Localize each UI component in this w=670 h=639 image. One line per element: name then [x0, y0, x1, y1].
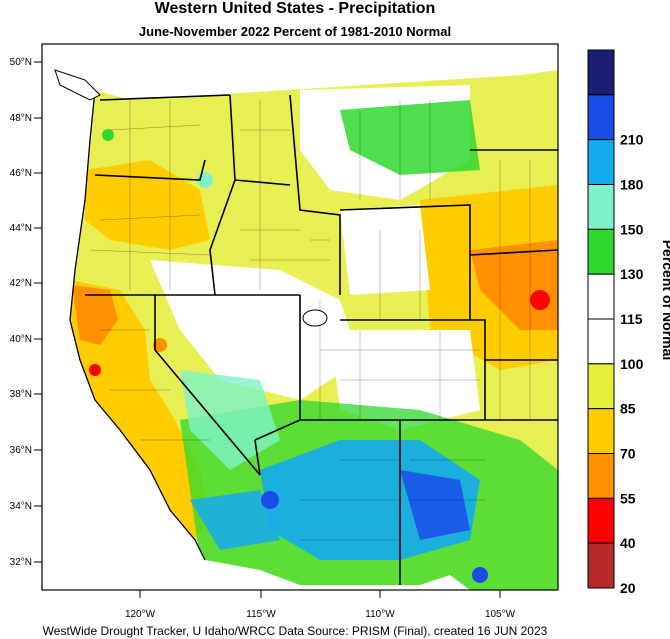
- colorbar-tick-label: 180: [620, 177, 644, 193]
- lat-tick-label: 50°N: [10, 57, 32, 68]
- colorbar-tick-label: 130: [620, 266, 644, 282]
- lat-tick: 38°N: [10, 389, 42, 400]
- lon-tick: 120°W: [125, 590, 156, 620]
- colorbar-bin: [587, 408, 615, 454]
- lat-tick-label: 38°N: [10, 389, 32, 400]
- lat-tick-label: 40°N: [10, 334, 32, 345]
- colorbar-tick-label: 40: [620, 535, 636, 551]
- map-title: Western United States - Precipitation: [154, 0, 436, 17]
- colorbar-tick-label: 150: [620, 221, 644, 237]
- lat-tick: 40°N: [10, 334, 42, 345]
- lat-tick: 44°N: [10, 223, 42, 234]
- colorbar-tick-label: 20: [620, 580, 636, 596]
- lat-tick: 32°N: [10, 557, 42, 568]
- credit-line: WestWide Drought Tracker, U Idaho/WRCC D…: [42, 624, 548, 638]
- very-wet-zone-newmexico: [400, 470, 470, 540]
- county-boundaries: [89, 100, 531, 541]
- state-boundaries: [85, 94, 558, 585]
- lat-tick: 48°N: [10, 113, 42, 124]
- lon-tick-label: 110°W: [365, 609, 395, 620]
- wet-zone-montana: [340, 100, 480, 175]
- lat-tick: 34°N: [10, 501, 42, 512]
- colorbar-bin: [587, 184, 615, 230]
- coastline: [69, 89, 206, 561]
- colorbar-bin: [587, 139, 615, 186]
- map-frame: [41, 43, 559, 591]
- colorbar-bin: [587, 497, 615, 544]
- colorbar-tick-label: 85: [620, 401, 636, 417]
- wet-patch-puget: [102, 129, 114, 141]
- wet-patch-texas: [472, 567, 488, 583]
- colorbar-tick-label: 100: [620, 356, 644, 372]
- pacific-ocean: [42, 44, 230, 590]
- colorbar-bin: [587, 318, 615, 365]
- dry-patch-tahoe: [153, 338, 167, 352]
- colorbar-bin: [587, 228, 615, 275]
- map-subtitle: June-November 2022 Percent of 1981-2010 …: [138, 24, 452, 39]
- lat-tick: 42°N: [10, 278, 42, 289]
- dry-zone-oregon: [85, 160, 210, 250]
- colorbar-tick-label: 55: [620, 490, 636, 506]
- colorbar-label: Percent of Normal: [660, 239, 670, 361]
- lat-tick-label: 46°N: [10, 168, 32, 179]
- dry-zone-california: [70, 280, 210, 540]
- lat-tick-label: 32°N: [10, 557, 32, 568]
- colorbar-bin: [587, 273, 615, 320]
- colorbar-tick-label: 210: [620, 132, 644, 148]
- colorbar-bin: [587, 94, 615, 141]
- colorbar: 210 180 150 130 115 100 85 70 55 40 20: [587, 49, 644, 596]
- lon-tick: 110°W: [365, 590, 395, 620]
- colorbar-bin: [587, 49, 615, 96]
- extreme-dry-patch: [530, 290, 550, 310]
- lat-tick-label: 34°N: [10, 501, 32, 512]
- colorbar-tick-label: 70: [620, 446, 636, 462]
- lon-tick: 115°W: [246, 590, 276, 620]
- lon-tick-label: 120°W: [125, 609, 156, 620]
- lat-tick-label: 42°N: [10, 278, 32, 289]
- lat-tick: 36°N: [10, 445, 42, 456]
- canada-region: [95, 44, 558, 100]
- lat-tick-label: 36°N: [10, 445, 32, 456]
- latitude-axis: 50°N 48°N 46°N 44°N 42°N 40°N 38°N 36°N: [10, 57, 42, 568]
- colorbar-bin: [587, 542, 615, 589]
- great-salt-lake: [302, 309, 328, 327]
- colorbar-tick-label: 115: [620, 311, 643, 327]
- normal-zone-wyoming: [340, 205, 430, 295]
- wet-patch-colorado-river: [261, 491, 279, 509]
- vancouver-island: [54, 69, 101, 101]
- lat-tick-label: 44°N: [10, 223, 32, 234]
- lat-tick: 46°N: [10, 168, 42, 179]
- mexico-region: [205, 560, 470, 590]
- colorbar-bin: [587, 453, 615, 499]
- lon-tick-label: 105°W: [485, 609, 516, 620]
- longitude-axis: 120°W 115°W 110°W 105°W: [125, 590, 516, 620]
- precipitation-field: [42, 44, 558, 590]
- extreme-dry-patch-bay: [89, 364, 101, 376]
- lon-tick-label: 115°W: [246, 609, 276, 620]
- lon-tick: 105°W: [485, 590, 516, 620]
- colorbar-bin: [587, 363, 615, 410]
- very-wet-zone-socal: [190, 490, 280, 550]
- lat-tick-label: 48°N: [10, 113, 32, 124]
- lat-tick: 50°N: [10, 57, 42, 68]
